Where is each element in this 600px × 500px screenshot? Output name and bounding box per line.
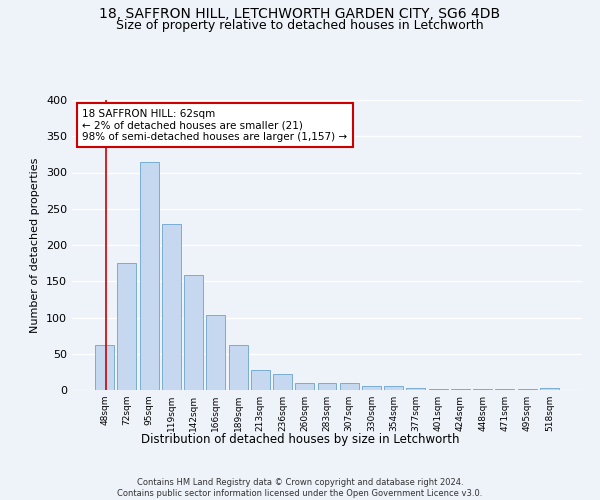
Bar	[362, 386, 381, 390]
Bar	[184, 276, 203, 390]
Bar	[384, 386, 403, 390]
Bar	[118, 263, 136, 390]
Bar	[340, 383, 359, 390]
Text: Contains HM Land Registry data © Crown copyright and database right 2024.
Contai: Contains HM Land Registry data © Crown c…	[118, 478, 482, 498]
Bar	[317, 383, 337, 390]
Text: Distribution of detached houses by size in Letchworth: Distribution of detached houses by size …	[141, 432, 459, 446]
Bar	[540, 388, 559, 390]
Bar	[162, 224, 181, 390]
Bar	[206, 316, 225, 390]
Bar	[295, 384, 314, 390]
Bar	[451, 388, 470, 390]
Text: Size of property relative to detached houses in Letchworth: Size of property relative to detached ho…	[116, 19, 484, 32]
Y-axis label: Number of detached properties: Number of detached properties	[31, 158, 40, 332]
Bar	[95, 345, 114, 390]
Bar	[518, 388, 536, 390]
Bar	[273, 374, 292, 390]
Text: 18 SAFFRON HILL: 62sqm
← 2% of detached houses are smaller (21)
98% of semi-deta: 18 SAFFRON HILL: 62sqm ← 2% of detached …	[82, 108, 347, 142]
Bar	[251, 370, 270, 390]
Bar	[140, 162, 158, 390]
Text: 18, SAFFRON HILL, LETCHWORTH GARDEN CITY, SG6 4DB: 18, SAFFRON HILL, LETCHWORTH GARDEN CITY…	[100, 8, 500, 22]
Bar	[229, 345, 248, 390]
Bar	[429, 388, 448, 390]
Bar	[406, 388, 425, 390]
